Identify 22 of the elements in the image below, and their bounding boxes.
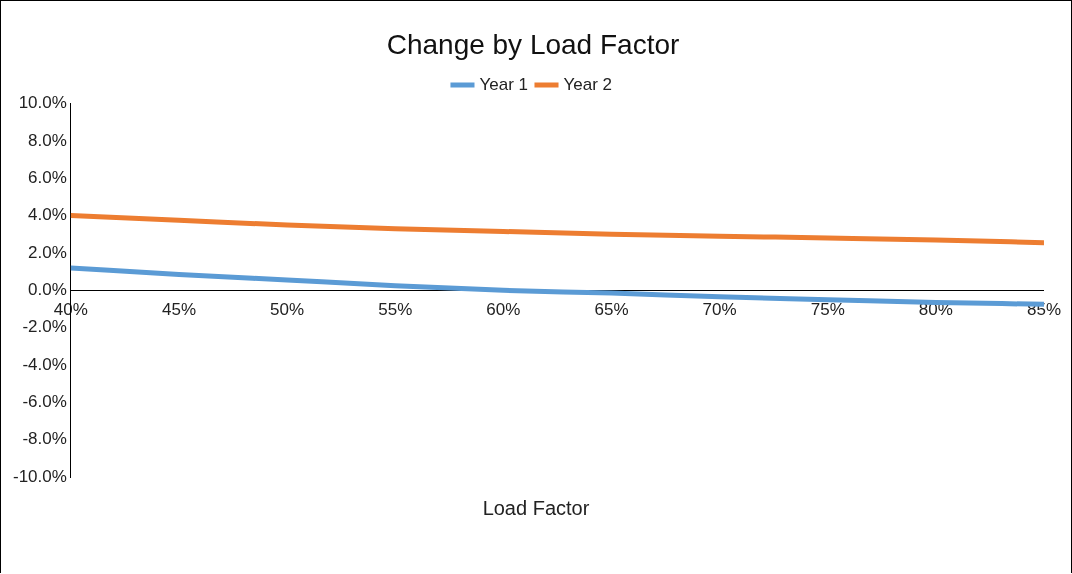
legend-label: Year 2 [563, 74, 613, 94]
y-tick-label: -10.0% [12, 466, 67, 486]
y-tick-label: 4.0% [28, 205, 67, 225]
x-tick-label: 65% [594, 300, 629, 320]
y-tick-label: -2.0% [22, 317, 67, 337]
y-tick-label: 8.0% [28, 130, 67, 150]
x-tick-label: 50% [270, 300, 305, 320]
y-tick-label: 6.0% [28, 167, 67, 187]
y-tick-label: 0.0% [28, 279, 67, 299]
x-tick-label: 75% [810, 300, 845, 320]
x-axis-title: Load Factor [481, 497, 591, 520]
y-tick-label: 2.0% [28, 242, 67, 262]
x-tick-label: 45% [161, 300, 196, 320]
legend-label: Year 1 [479, 74, 528, 94]
y-tick-label: -6.0% [22, 392, 67, 412]
x-tick-label: 70% [702, 300, 737, 320]
x-tick-label: 55% [378, 300, 413, 320]
chart-title: Change by Load Factor [386, 28, 680, 60]
y-tick-label: -8.0% [22, 429, 67, 449]
y-tick-label: -4.0% [22, 354, 67, 374]
x-tick-label: 60% [486, 300, 521, 320]
y-tick-label: 10.0% [18, 93, 67, 113]
